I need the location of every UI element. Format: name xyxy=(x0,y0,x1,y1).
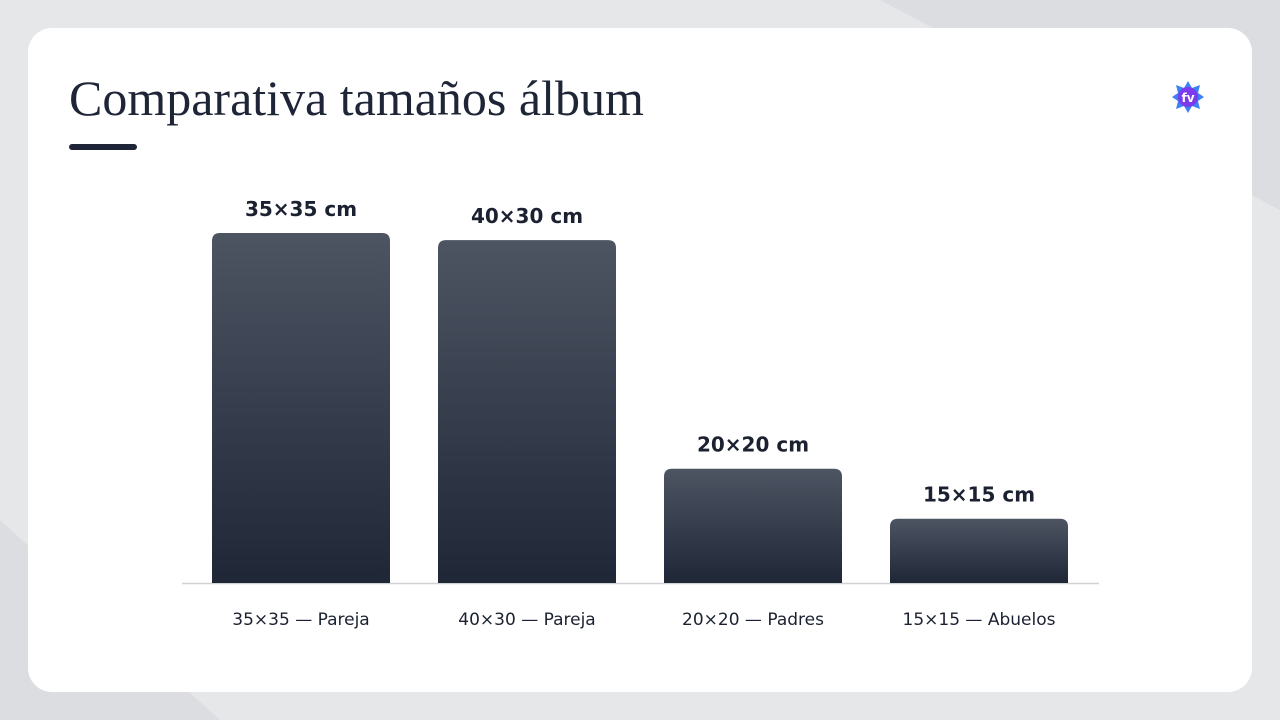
value-label: 15×15 cm xyxy=(923,483,1035,507)
x-tick-label: 35×35 — Pareja xyxy=(232,610,369,630)
x-tick-label: 15×15 — Abuelos xyxy=(903,610,1056,630)
plot: 35×35 cm 35×35 — Pareja 40×30 cm 40×30 — Pa… xyxy=(212,197,1068,630)
bar xyxy=(212,233,390,583)
value-label: 35×35 cm xyxy=(245,197,357,221)
x-tick-label: 40×30 — Pareja xyxy=(458,610,595,630)
card xyxy=(28,28,1252,692)
value-label: 20×20 cm xyxy=(697,433,809,457)
bar xyxy=(890,518,1068,583)
chart-title: Comparativa tamaños álbum xyxy=(69,70,644,126)
x-tick-label: 20×20 — Padres xyxy=(682,610,824,630)
bar xyxy=(438,240,616,583)
title-underline xyxy=(69,144,137,150)
value-label: 40×30 cm xyxy=(471,204,583,228)
logo: fv xyxy=(1172,81,1204,113)
bar xyxy=(664,468,842,583)
svg-text:fv: fv xyxy=(1181,91,1194,105)
